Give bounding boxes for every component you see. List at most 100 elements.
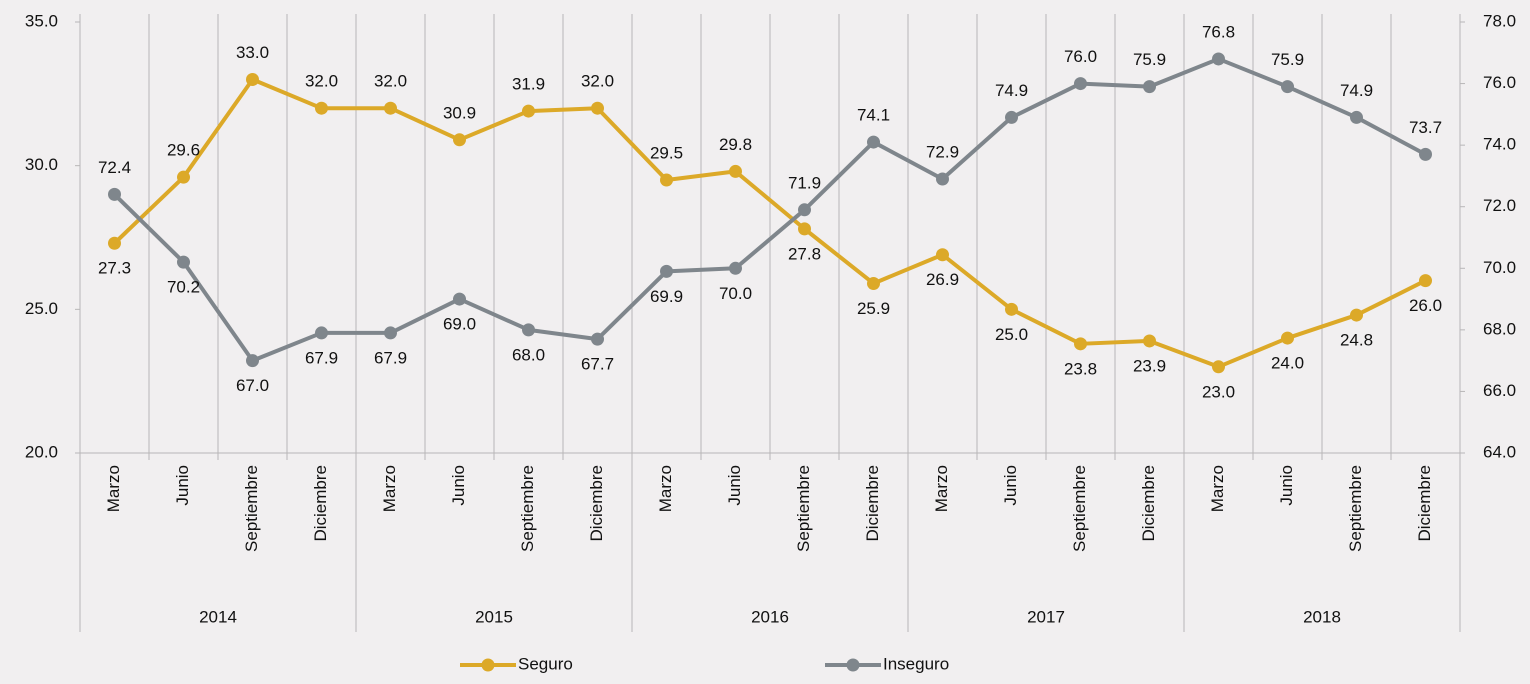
data-point	[798, 222, 811, 236]
data-label: 32.0	[581, 72, 614, 91]
data-label: 75.9	[1271, 50, 1304, 69]
y2-tick-label: 72.0	[1483, 196, 1516, 215]
data-label: 72.9	[926, 142, 959, 161]
data-label: 69.9	[650, 287, 683, 306]
data-label: 27.8	[788, 244, 821, 263]
group-label: 2018	[1303, 607, 1341, 626]
data-point	[1143, 334, 1156, 348]
legend-marker	[846, 658, 860, 672]
data-label: 75.9	[1133, 50, 1166, 69]
data-point	[453, 133, 466, 147]
data-label: 73.7	[1409, 118, 1442, 137]
data-label: 24.8	[1340, 331, 1373, 350]
x-tick-label: Marzo	[656, 465, 675, 512]
data-label: 67.9	[374, 348, 407, 367]
x-tick-label: Septiembre	[794, 465, 813, 552]
y2-tick-label: 76.0	[1483, 73, 1516, 92]
group-label: 2014	[199, 607, 237, 626]
x-tick-label: Diciembre	[1139, 465, 1158, 542]
y2-tick-label: 68.0	[1483, 319, 1516, 338]
x-tick-label: Marzo	[380, 465, 399, 512]
y-tick-label: 20.0	[25, 442, 58, 461]
data-point	[108, 187, 121, 201]
data-point	[798, 203, 811, 217]
data-point	[315, 326, 328, 340]
data-label: 29.5	[650, 144, 683, 163]
data-point	[1281, 80, 1294, 94]
data-label: 25.9	[857, 299, 890, 318]
data-point	[1005, 302, 1018, 316]
data-label: 74.9	[1340, 81, 1373, 100]
data-label: 32.0	[305, 72, 338, 91]
x-tick-label: Diciembre	[863, 465, 882, 542]
data-label: 25.0	[995, 325, 1028, 344]
data-point	[729, 164, 742, 178]
data-point	[1074, 337, 1087, 351]
data-point	[453, 292, 466, 306]
y2-tick-label: 64.0	[1483, 442, 1516, 461]
data-label: 23.8	[1064, 359, 1097, 378]
data-point	[522, 323, 535, 337]
data-point	[177, 255, 190, 269]
group-label: 2017	[1027, 607, 1065, 626]
data-label: 76.8	[1202, 22, 1235, 41]
data-point	[729, 261, 742, 275]
data-point	[315, 101, 328, 115]
data-point	[1143, 80, 1156, 94]
series-line	[113, 56, 1427, 363]
data-point	[867, 276, 880, 290]
data-point	[246, 72, 259, 86]
data-point	[384, 326, 397, 340]
data-point	[1281, 331, 1294, 345]
data-label: 74.1	[857, 106, 890, 125]
data-point	[1212, 52, 1225, 66]
x-tick-label: Diciembre	[311, 465, 330, 542]
x-tick-label: Diciembre	[587, 465, 606, 542]
data-point	[246, 354, 259, 368]
data-point	[1005, 110, 1018, 124]
y-tick-label: 30.0	[25, 155, 58, 174]
legend-label: Seguro	[518, 654, 573, 673]
y2-tick-label: 66.0	[1483, 381, 1516, 400]
data-point	[1419, 147, 1432, 161]
legend-marker	[481, 658, 495, 672]
y2-tick-label: 78.0	[1483, 11, 1516, 30]
data-label: 71.9	[788, 173, 821, 192]
series-line	[113, 77, 1427, 369]
y2-tick-label: 74.0	[1483, 135, 1516, 154]
data-point	[522, 104, 535, 118]
x-tick-label: Junio	[725, 465, 744, 506]
group-label: 2016	[751, 607, 789, 626]
x-tick-label: Junio	[1001, 465, 1020, 506]
data-label: 23.0	[1202, 382, 1235, 401]
data-label: 74.9	[995, 81, 1028, 100]
data-label: 70.0	[719, 284, 752, 303]
y2-tick-label: 70.0	[1483, 258, 1516, 277]
data-label: 29.6	[167, 141, 200, 160]
data-label: 76.0	[1064, 47, 1097, 66]
x-tick-label: Junio	[449, 465, 468, 506]
x-tick-label: Septiembre	[1346, 465, 1365, 552]
data-point	[108, 236, 121, 250]
data-point	[384, 101, 397, 115]
data-label: 29.8	[719, 135, 752, 154]
group-label: 2015	[475, 607, 513, 626]
data-point	[1350, 110, 1363, 124]
data-label: 26.0	[1409, 296, 1442, 315]
x-tick-label: Septiembre	[1070, 465, 1089, 552]
data-label: 33.0	[236, 43, 269, 62]
data-point	[936, 248, 949, 262]
data-label: 30.9	[443, 103, 476, 122]
data-point	[660, 173, 673, 187]
x-tick-label: Junio	[173, 465, 192, 506]
data-label: 67.7	[581, 355, 614, 374]
data-point	[867, 135, 880, 149]
x-tick-label: Diciembre	[1415, 465, 1434, 542]
data-label: 23.9	[1133, 356, 1166, 375]
data-label: 68.0	[512, 345, 545, 364]
data-point	[591, 101, 604, 115]
data-point	[177, 170, 190, 184]
x-tick-label: Marzo	[932, 465, 951, 512]
data-label: 26.9	[926, 270, 959, 289]
